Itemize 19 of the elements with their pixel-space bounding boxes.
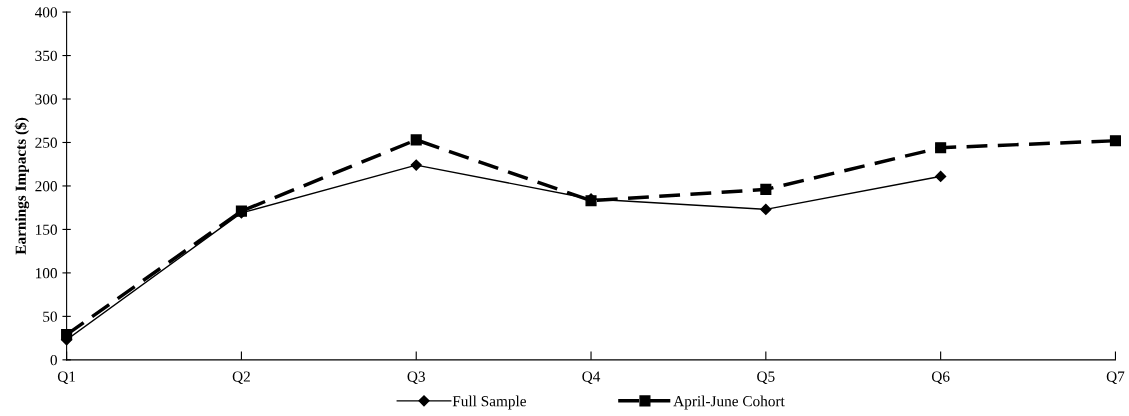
x-tick-label: Q1 [57, 371, 76, 385]
x-tick-label: Q7 [1106, 371, 1125, 385]
legend-label: April-June Cohort [673, 395, 785, 410]
y-tick-label: 250 [35, 137, 57, 148]
y-tick-label: 50 [43, 311, 57, 322]
legend-label: Full Sample [452, 395, 527, 410]
y-tick-label: 0 [50, 354, 57, 366]
y-axis-title: Earnings Impacts ($) [14, 117, 30, 255]
y-tick-label: 200 [35, 181, 57, 192]
y-tick-label: 100 [36, 268, 57, 279]
y-tick-label: 350 [35, 50, 57, 61]
x-tick-label: Q4 [582, 371, 601, 385]
x-tick-label: Q3 [407, 371, 425, 385]
x-tick-label: Q6 [931, 371, 950, 385]
x-tick-label: Q5 [757, 371, 775, 385]
y-tick-label: 400 [34, 7, 57, 18]
x-tick-label: Q2 [232, 371, 250, 385]
y-tick-label: 150 [36, 224, 57, 235]
y-tick-label: 300 [35, 94, 57, 105]
